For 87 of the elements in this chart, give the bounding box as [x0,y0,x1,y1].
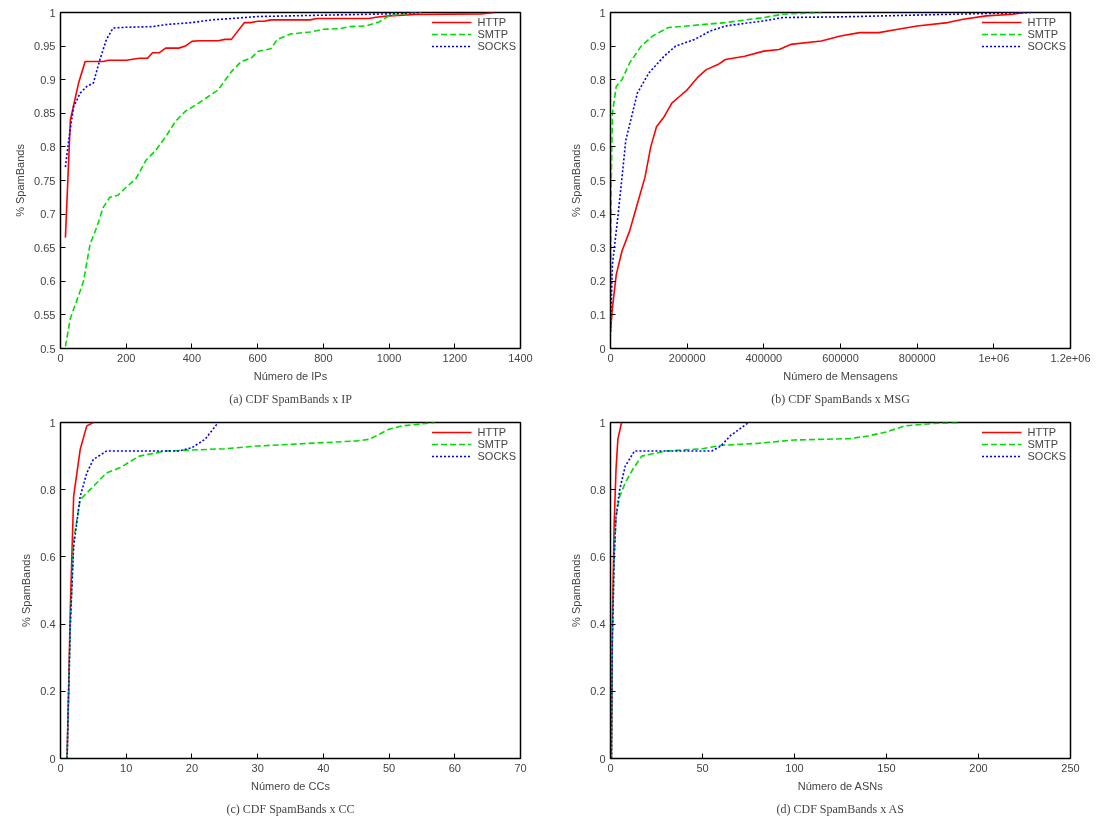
x-tick-label: 0 [57,761,64,774]
x-tick-label: 100 [785,761,804,774]
text: (d) CDF SpamBands x AS [776,801,904,816]
y-tick-label: 1 [49,416,56,429]
y-tick-label: 0.75 [34,174,56,187]
y-tick-label: 0.6 [40,550,56,563]
y-axis-title: % SpamBands [20,553,33,627]
x-tick-label: 50 [696,761,709,774]
y-tick-label: 0.9 [40,73,56,86]
x-axis-title: Número de Mensagens [783,369,899,382]
y-tick-label: 0.6 [40,275,56,288]
x-tick-label: 70 [514,761,527,774]
x-tick-label: 1.2e+06 [1050,351,1091,364]
y-tick-label: 0.2 [40,685,56,698]
legend-label: SMTP [1027,438,1059,450]
y-axis-title: % SpamBands [570,553,583,627]
y-tick-label: 0.5 [590,174,606,187]
x-tick-label: 60 [448,761,461,774]
y-tick-label: 0.1 [590,308,606,321]
legend-label: SMTP [477,28,509,40]
x-axis-title: Número de IPs [253,369,328,382]
x-tick-label: 250 [1061,761,1080,774]
legend-label: SOCKS [1027,40,1066,52]
y-axis-title: % SpamBands [570,143,583,217]
x-tick-label: 1200 [442,351,468,364]
x-tick-label: 600000 [822,351,859,364]
legend-label: SMTP [1027,28,1059,40]
text: (a) CDF SpamBands x IP [229,391,353,406]
x-tick-label: 40 [317,761,330,774]
x-tick-label: 200 [969,761,988,774]
y-tick-label: 0.4 [40,618,56,631]
x-tick-label: 400000 [745,351,783,364]
x-tick-label: 0 [607,761,614,774]
text: (c) CDF SpamBands x CC [226,801,355,816]
y-tick-label: 0.6 [590,550,606,563]
x-tick-label: 50 [382,761,396,774]
x-tick-label: 600 [248,351,267,364]
x-tick-label: 800 [314,351,333,364]
legend-label: SOCKS [1027,450,1066,462]
y-tick-label: 0.95 [34,40,56,53]
y-tick-label: 0.2 [590,685,606,698]
y-tick-label: 0.8 [590,483,606,496]
legend-label: HTTP [1027,426,1057,438]
y-tick-label: 0.7 [40,208,56,221]
y-tick-label: 0.9 [590,40,606,53]
x-tick-label: 20 [185,761,199,774]
x-axis-title: Número de CCs [251,779,331,792]
x-tick-label: 1000 [376,351,402,364]
x-tick-label: 0 [57,351,64,364]
y-tick-label: 0 [49,752,56,765]
x-tick-label: 400 [182,351,202,364]
legend-label: HTTP [477,426,507,438]
legend-label: HTTP [1027,16,1057,28]
y-tick-label: 1 [599,416,606,429]
y-tick-label: 0.4 [590,618,606,631]
y-tick-label: 0.85 [34,107,56,120]
y-tick-label: 0.55 [34,308,56,321]
y-tick-label: 0.5 [40,342,56,355]
y-tick-label: 0.6 [590,140,606,153]
legend-label: SOCKS [477,450,516,462]
x-tick-label: 1400 [508,351,533,364]
legend-label: SOCKS [477,40,516,52]
x-tick-label: 150 [877,761,896,774]
x-tick-label: 30 [251,761,264,774]
x-axis-title: Número de ASNs [797,779,884,792]
x-tick-label: 0 [607,351,614,364]
y-tick-label: 0.7 [590,107,606,120]
y-tick-label: 0.4 [590,208,606,221]
legend-label: HTTP [477,16,507,28]
y-tick-label: 0.2 [590,275,606,288]
x-tick-label: 10 [120,761,133,774]
y-axis-title: % SpamBands [14,143,27,217]
y-tick-label: 0.8 [40,483,56,496]
y-tick-label: 0 [599,342,606,355]
y-tick-label: 1 [49,6,56,19]
legend-label: SMTP [477,438,509,450]
y-tick-label: 0.8 [40,140,56,153]
y-tick-label: 0.3 [590,241,606,254]
text: (b) CDF SpamBands x MSG [771,391,911,406]
y-tick-label: 1 [599,6,606,19]
y-tick-label: 0.8 [590,73,606,86]
x-tick-label: 800000 [898,351,936,364]
x-tick-label: 200000 [668,351,706,364]
x-tick-label: 200 [117,351,136,364]
x-tick-label: 1e+06 [978,351,1010,364]
y-tick-label: 0 [599,752,606,765]
y-tick-label: 0.65 [34,241,56,254]
